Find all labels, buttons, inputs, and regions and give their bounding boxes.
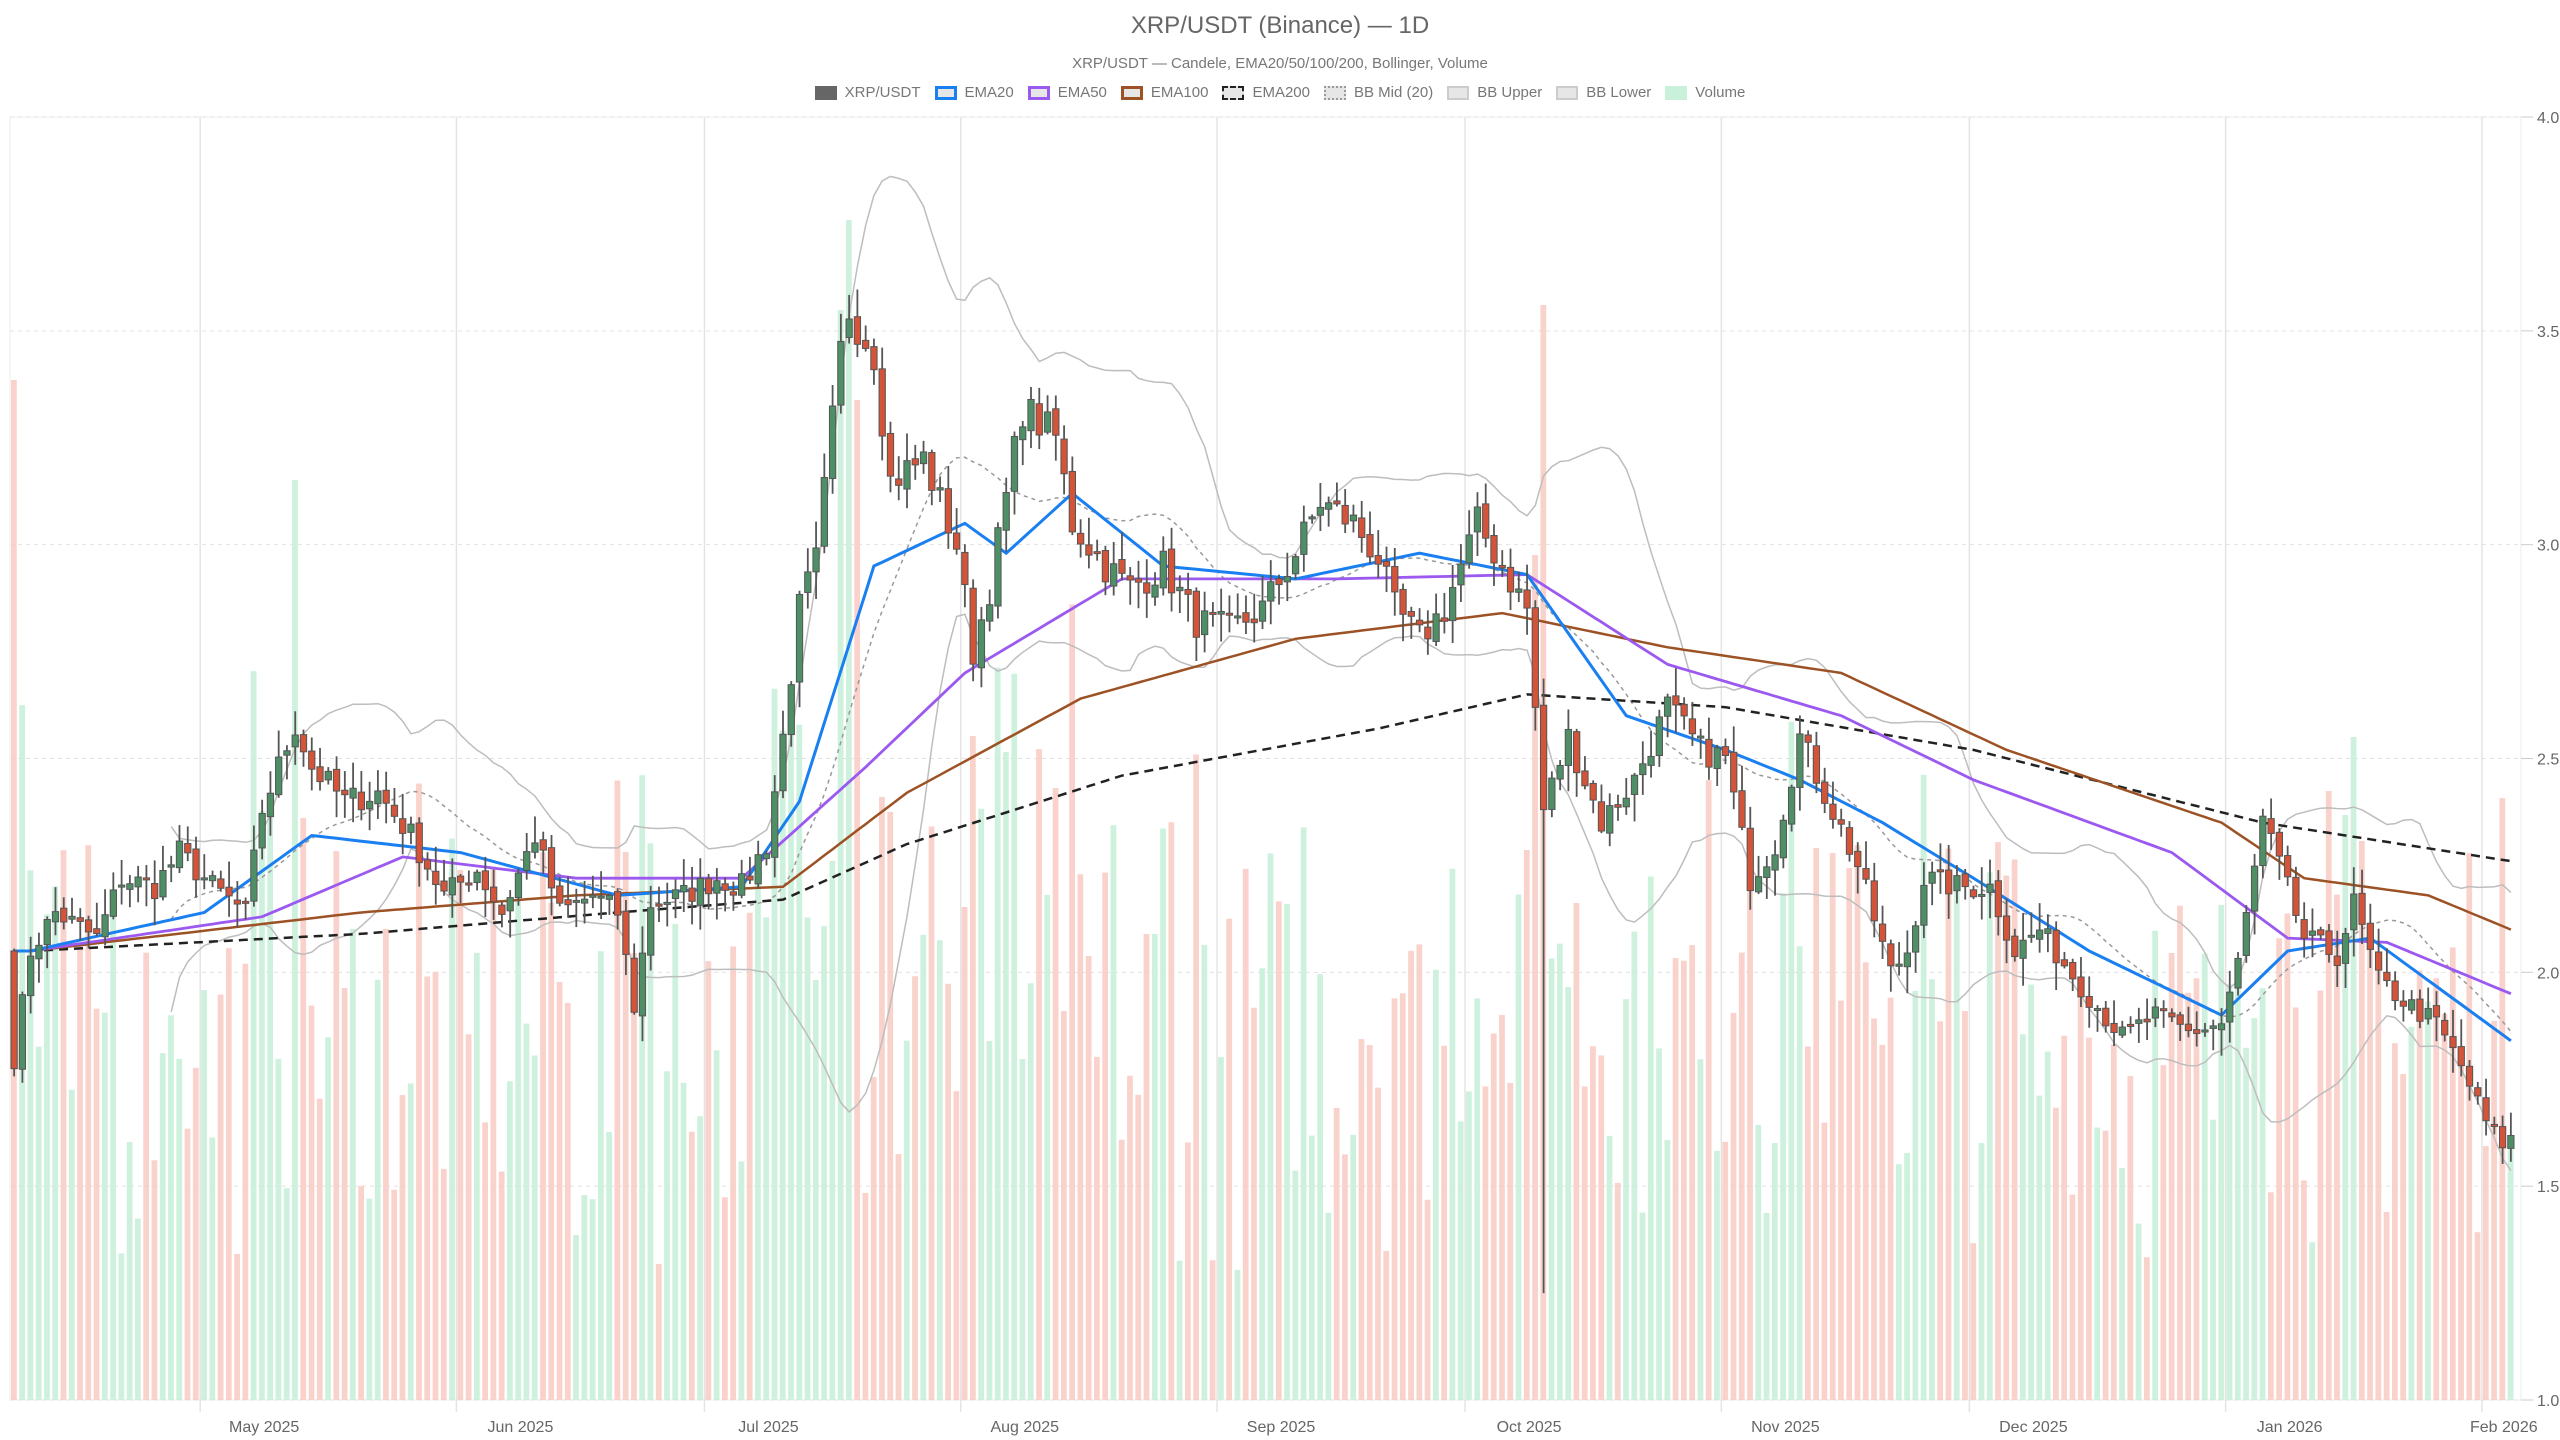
legend-item-bb-mid-20[interactable]: BB Mid (20) bbox=[1324, 84, 1433, 101]
y-tick-label: 2.0 bbox=[2537, 965, 2559, 982]
legend-label: EMA200 bbox=[1252, 84, 1310, 101]
legend-item-volume[interactable]: Volume bbox=[1665, 84, 1745, 101]
bb-lower-line bbox=[170, 613, 2512, 1172]
legend-swatch-icon bbox=[934, 85, 957, 100]
legend-swatch-icon bbox=[814, 85, 837, 100]
chart-subtitle: XRP/USDT — Candele, EMA20/50/100/200, Bo… bbox=[1072, 55, 1488, 72]
legend-item-ema200[interactable]: EMA200 bbox=[1222, 84, 1310, 101]
x-tick-label: May 2025 bbox=[229, 1419, 299, 1436]
legend-swatch-icon bbox=[1447, 85, 1470, 100]
legend-label: Volume bbox=[1695, 84, 1746, 101]
legend-swatch-icon bbox=[1324, 85, 1346, 100]
legend-item-ema50[interactable]: EMA50 bbox=[1027, 84, 1107, 101]
legend-label: EMA50 bbox=[1057, 84, 1107, 101]
ema20-line bbox=[14, 491, 2512, 1043]
chart-title: XRP/USDT (Binance) — 1D bbox=[1130, 12, 1430, 39]
legend-label: EMA20 bbox=[964, 84, 1014, 101]
x-tick-label: Aug 2025 bbox=[990, 1419, 1059, 1436]
ema100-line bbox=[14, 611, 2512, 953]
y-tick-label: 3.0 bbox=[2537, 538, 2559, 555]
legend-item-bb-upper[interactable]: BB Upper bbox=[1447, 84, 1542, 101]
legend-label: XRP/USDT bbox=[844, 84, 921, 101]
x-tick-label: Feb 2026 bbox=[2470, 1419, 2538, 1436]
ema200-line bbox=[14, 693, 2512, 953]
y-tick-label: 2.5 bbox=[2537, 752, 2559, 769]
legend-swatch-icon bbox=[1665, 85, 1688, 100]
legend-item-xrp-usdt[interactable]: XRP/USDT bbox=[814, 84, 921, 101]
legend-label: BB Upper bbox=[1477, 84, 1543, 101]
bb-mid-line bbox=[170, 456, 2512, 1033]
candles bbox=[10, 289, 2515, 1294]
legend: XRP/USDT EMA20 EMA50 EMA100 EMA200 BB Mid (20… bbox=[0, 84, 2560, 101]
x-tick-label: Sep 2025 bbox=[1247, 1419, 1316, 1436]
x-tick-label: Dec 2025 bbox=[1999, 1419, 2068, 1436]
x-tick-label: Nov 2025 bbox=[1751, 1419, 1820, 1436]
y-tick-label: 1.0 bbox=[2537, 1393, 2559, 1410]
legend-label: BB Mid (20) bbox=[1354, 84, 1434, 101]
x-tick-label: Jul 2025 bbox=[738, 1419, 799, 1436]
legend-swatch-icon bbox=[1120, 85, 1143, 100]
x-tick-label: Jan 2026 bbox=[2257, 1419, 2323, 1436]
x-tick-label: Jun 2025 bbox=[488, 1419, 554, 1436]
y-tick-label: 3.5 bbox=[2537, 324, 2559, 341]
x-tick-label: Oct 2025 bbox=[1497, 1419, 1562, 1436]
legend-item-ema20[interactable]: EMA20 bbox=[934, 84, 1014, 101]
legend-swatch-icon bbox=[1027, 85, 1050, 100]
y-tick-label: 4.0 bbox=[2537, 110, 2559, 127]
legend-swatch-icon bbox=[1556, 85, 1579, 100]
legend-item-bb-lower[interactable]: BB Lower bbox=[1556, 84, 1651, 101]
bb-upper-line bbox=[170, 175, 2512, 990]
legend-swatch-icon bbox=[1222, 85, 1245, 100]
y-tick-label: 1.5 bbox=[2537, 1179, 2559, 1196]
legend-item-ema100[interactable]: EMA100 bbox=[1120, 84, 1209, 101]
volume-bars bbox=[11, 220, 2514, 1400]
legend-label: BB Lower bbox=[1586, 84, 1652, 101]
legend-label: EMA100 bbox=[1150, 84, 1209, 101]
